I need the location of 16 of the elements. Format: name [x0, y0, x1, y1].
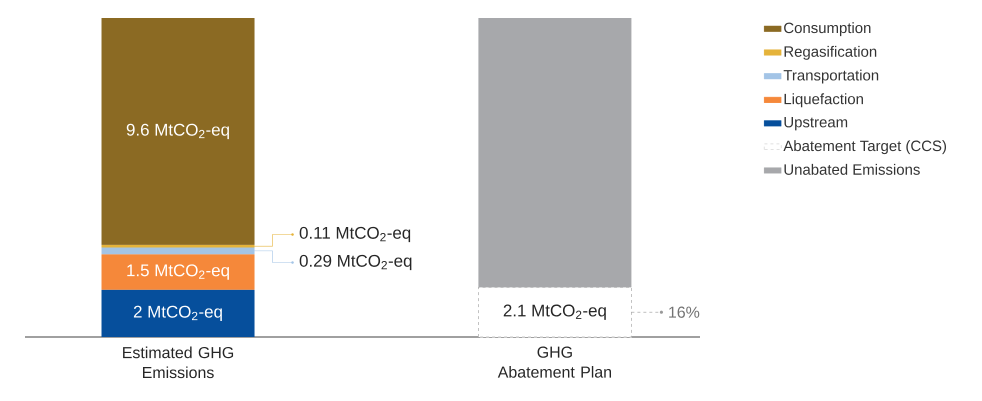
legend-label: Unabated Emissions [784, 164, 920, 175]
data-label: 9.6 MtCO$_{2}$-eq [126, 124, 229, 140]
legend-label: Regasification [784, 46, 876, 60]
data-label: 0.11 MtCO$_{2}$-eq [300, 226, 410, 242]
data-label: 0.29 MtCO$_{2}$-eq [300, 254, 412, 270]
data-label: 1.5 MtCO$_{2}$-eq [127, 264, 229, 280]
legend-label: Transportation [784, 70, 878, 84]
x-tick-label: Estimated GHG Emissions [123, 346, 234, 378]
legend-label: Liquefaction [784, 93, 863, 108]
legend-label: Upstream [784, 117, 848, 130]
legend-label: Consumption [784, 22, 870, 36]
data-label: 2 MtCO$_{2}$-eq [134, 306, 222, 322]
x-tick-label: GHG Abatement Plan [498, 346, 612, 378]
data-label: 2.1 MtCO$_{2}$-eq [504, 304, 606, 320]
annotation: 16% [669, 306, 700, 318]
legend-label: Abatement Target (CCS) [783, 140, 946, 154]
